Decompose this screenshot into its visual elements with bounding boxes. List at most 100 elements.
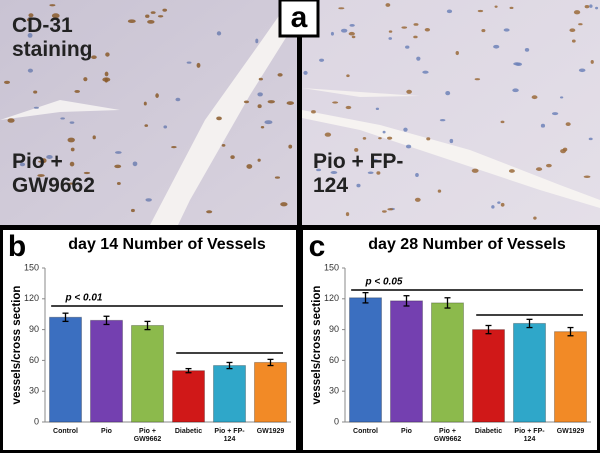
bar [131, 324, 164, 423]
cell-stain [258, 77, 263, 81]
cell-stain [105, 52, 110, 57]
treatment-label: Pio + GW9662 [12, 150, 95, 197]
cell-stain [40, 158, 47, 164]
cell-stain [424, 27, 431, 32]
cell-stain [277, 73, 283, 77]
cell-stain [524, 48, 530, 52]
cell-stain [375, 107, 380, 110]
cell-stain [150, 11, 156, 14]
cell-stain [60, 117, 65, 120]
y-tick-label: 30 [29, 386, 39, 396]
x-tick-label: Pio [101, 428, 112, 435]
cell-stain [46, 155, 53, 160]
cell-stain [416, 56, 421, 61]
cell-stain [481, 29, 486, 33]
x-tick-label: Pio [401, 428, 412, 435]
y-tick-label: 60 [329, 355, 339, 365]
tissue-gap [302, 110, 600, 208]
tissue-gap [302, 88, 420, 97]
cell-stain [388, 37, 393, 40]
cell-stain [37, 174, 45, 177]
cell-stain [246, 164, 253, 169]
cell-stain [584, 5, 590, 9]
cell-stain [446, 9, 453, 14]
cell-stain [512, 88, 519, 93]
cell-stain [378, 137, 382, 140]
cell-stain [403, 127, 408, 132]
cell-stain [69, 182, 74, 185]
cell-stain [147, 20, 155, 24]
bar [390, 300, 423, 423]
cell-stain [243, 100, 250, 104]
cell-stain [280, 202, 288, 207]
bar [254, 361, 287, 423]
cell-stain [206, 210, 213, 214]
bar [213, 365, 246, 423]
cell-stain [382, 210, 387, 213]
cell-stain [445, 91, 451, 96]
y-tick-label: 120 [324, 293, 339, 303]
cell-stain [356, 183, 361, 188]
cell-stain [500, 120, 505, 124]
panel-label: c [309, 230, 326, 263]
x-tick-label: Diabetic [174, 428, 203, 435]
y-tick-label: 150 [324, 262, 339, 272]
chart-title: day 28 Number of Vessels [368, 236, 566, 253]
cell-stain [83, 77, 88, 82]
cell-stain [354, 147, 359, 152]
cell-stain [477, 9, 484, 13]
cell-stain [405, 144, 412, 149]
cell-stain [69, 161, 75, 167]
cell-stain [367, 171, 374, 174]
cell-stain [319, 58, 325, 62]
cell-stain [588, 137, 593, 141]
bar [513, 322, 546, 423]
y-tick-label: 60 [29, 355, 39, 365]
cell-stain [26, 18, 31, 22]
cell-stain [385, 3, 391, 7]
cell-stain [387, 208, 394, 211]
cell-stain [216, 31, 222, 36]
cell-stain [67, 137, 75, 143]
cell-stain [500, 202, 505, 207]
cell-stain [145, 14, 150, 18]
bar [90, 319, 123, 423]
cell-stain [372, 158, 378, 162]
cell-stain [493, 44, 500, 49]
significance-label: p < 0.01 [65, 293, 103, 304]
y-tick-label: 90 [329, 324, 339, 334]
cell-stain [449, 138, 454, 144]
cell-stain [351, 35, 356, 39]
y-tick-label: 150 [24, 262, 39, 272]
cell-stain [401, 26, 408, 29]
cell-stain [162, 8, 168, 12]
x-tick-label: Diabetic [474, 428, 503, 435]
cell-stain [49, 4, 56, 7]
cell-stain [345, 212, 350, 217]
cell-stain [348, 31, 355, 36]
cell-stain [33, 90, 38, 94]
cell-stain [28, 13, 34, 18]
cell-stain [175, 97, 181, 102]
x-tick-label: Control [353, 428, 378, 435]
stain-label: CD-31 staining [12, 14, 93, 61]
cell-stain [559, 96, 564, 99]
cell-stain [267, 100, 275, 104]
y-tick-label: 90 [29, 324, 39, 334]
cell-stain [552, 112, 559, 116]
cell-stain [491, 205, 495, 209]
cell-stain [83, 171, 91, 175]
cell-stain [127, 19, 136, 24]
cell-stain [216, 116, 222, 121]
cell-stain [540, 123, 546, 128]
cell-stain [286, 101, 294, 105]
cell-stain [230, 155, 235, 160]
cell-stain [533, 216, 537, 220]
cell-stain [157, 15, 164, 18]
cell-stain [255, 38, 259, 44]
cell-stain [114, 164, 122, 169]
cell-stain [70, 147, 75, 152]
cell-stain [578, 68, 586, 73]
cell-stain [115, 151, 122, 154]
